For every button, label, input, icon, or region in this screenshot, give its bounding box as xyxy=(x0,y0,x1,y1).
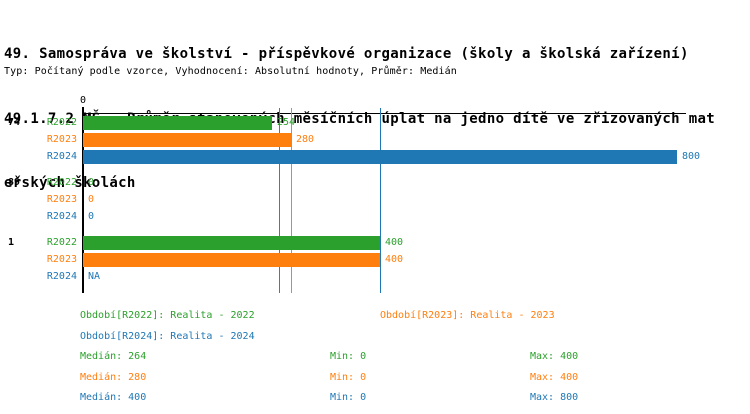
row-label-r2024-group-74: R2024 xyxy=(46,151,77,162)
bar-r2022-group-1 xyxy=(83,236,380,250)
stat-min-r2024: Min: 0 xyxy=(330,392,367,403)
value-label-r2023-group-89: 0 xyxy=(88,194,95,205)
bar-chart: 0 74 R2022 254 R2023 280 R2024 800 89 R2022 0 R202… xyxy=(0,90,750,300)
stat-median-r2023: Medián: 280 xyxy=(80,372,147,383)
stat-min-r2023: Min: 0 xyxy=(330,372,367,383)
legend-item-r2022: Období[R2022]: Realita - 2022 xyxy=(80,310,255,321)
category-label-1: 1 xyxy=(8,237,15,248)
axis-top-line xyxy=(83,113,686,114)
bar-r2022-group-74 xyxy=(83,116,272,130)
stat-max-r2022: Max: 400 xyxy=(530,351,579,362)
value-label-r2022-group-89: 0 xyxy=(88,177,95,188)
value-label-r2022-group-74: 254 xyxy=(277,117,296,128)
bar-r2024-group-74 xyxy=(83,150,677,164)
report-title: 49. Samospráva ve školství - příspěvkové… xyxy=(4,1,715,238)
title-line-1: 49. Samospráva ve školství - příspěvkové… xyxy=(4,46,689,62)
stat-max-r2023: Max: 400 xyxy=(530,372,579,383)
median-line-r2022 xyxy=(279,108,280,293)
title-line-3: eřských školách xyxy=(4,175,136,191)
bar-r2023-group-74 xyxy=(83,133,291,147)
axis-tick-zero-label: 0 xyxy=(79,95,87,106)
title-line-2: 49.1.7.2 MŠ - Průměr stanovených měsíční… xyxy=(4,110,716,127)
bar-r2023-group-1 xyxy=(83,253,380,267)
value-label-r2024-group-74: 800 xyxy=(682,151,701,162)
value-label-r2024-group-89: 0 xyxy=(88,211,95,222)
report-subtitle: Typ: Počítaný podle vzorce, Vyhodnocení:… xyxy=(4,66,457,77)
stat-median-r2024: Medián: 400 xyxy=(80,392,147,403)
legend-item-r2023: Období[R2023]: Realita - 2023 xyxy=(380,310,555,321)
stat-max-r2024: Max: 800 xyxy=(530,392,579,403)
row-label-r2022-group-89: R2022 xyxy=(46,177,77,188)
row-label-r2024-group-89: R2024 xyxy=(46,211,77,222)
row-label-r2023-group-1: R2023 xyxy=(46,254,77,265)
row-label-r2023-group-89: R2023 xyxy=(46,194,77,205)
legend-item-r2024: Období[R2024]: Realita - 2024 xyxy=(80,331,255,342)
row-label-r2022-group-74: R2022 xyxy=(46,117,77,128)
value-label-r2022-group-1: 400 xyxy=(385,237,404,248)
stat-min-r2022: Min: 0 xyxy=(330,351,367,362)
value-label-r2023-group-74: 280 xyxy=(296,134,315,145)
median-line-r2023 xyxy=(291,108,292,293)
axis-zero-line xyxy=(82,107,84,293)
value-label-r2024-group-1: NA xyxy=(88,271,101,282)
stat-median-r2022: Medián: 264 xyxy=(80,351,147,362)
row-label-r2024-group-1: R2024 xyxy=(46,271,77,282)
row-label-r2023-group-74: R2023 xyxy=(46,134,77,145)
value-label-r2023-group-1: 400 xyxy=(385,254,404,265)
category-label-89: 89 xyxy=(8,177,21,188)
median-line-r2024 xyxy=(380,108,381,293)
row-label-r2022-group-1: R2022 xyxy=(46,237,77,248)
category-label-74: 74 xyxy=(8,117,21,128)
